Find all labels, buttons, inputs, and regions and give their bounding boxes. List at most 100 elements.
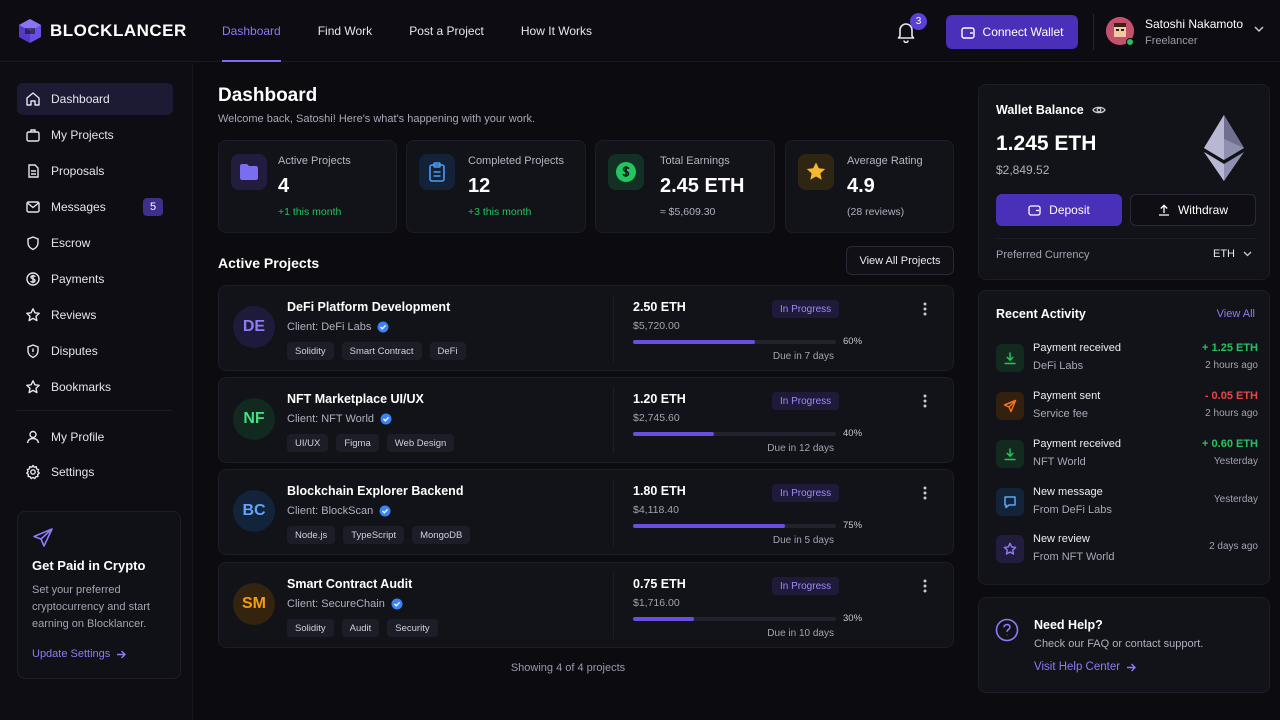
project-due: Due in 5 days <box>772 535 834 546</box>
update-settings-link[interactable]: Update Settings <box>32 648 127 660</box>
recent-activity-title: Recent Activity <box>996 307 1086 321</box>
client-name: Client: BlockScan <box>287 505 374 517</box>
connect-wallet-button[interactable]: Connect Wallet <box>946 15 1078 49</box>
activity-title: New message <box>1033 486 1103 498</box>
stat-value: 2.45 ETH <box>660 175 745 197</box>
help-title: Need Help? <box>1034 618 1103 632</box>
activity-item[interactable]: Payment received DeFi Labs + 1.25 ETH 2 … <box>996 340 1258 380</box>
sidebar-item-escrow[interactable]: Escrow <box>17 227 173 259</box>
sidebar-item-my-projects[interactable]: My Projects <box>17 119 173 151</box>
online-status-dot <box>1126 38 1134 46</box>
active-projects-title: Active Projects <box>218 255 320 271</box>
project-amount: 0.75 ETH <box>633 577 686 591</box>
activity-item[interactable]: New review From NFT World 2 days ago <box>996 531 1258 571</box>
project-client: Client: NFT World <box>287 413 392 425</box>
sidebar-item-label: Dashboard <box>51 92 110 106</box>
need-help-card: Need Help? Check our FAQ or contact supp… <box>978 597 1270 693</box>
more-vertical-icon <box>923 302 927 316</box>
promo-text: Set your preferred cryptocurrency and st… <box>32 584 150 630</box>
progress-bar <box>633 524 836 528</box>
nav-post-project[interactable]: Post a Project <box>409 24 484 38</box>
preferred-currency-select[interactable]: ETH <box>1213 248 1252 260</box>
nav-find-work[interactable]: Find Work <box>317 24 373 38</box>
progress-percent: 75% <box>843 520 863 531</box>
project-usd: $2,745.60 <box>633 412 680 424</box>
activity-item[interactable]: Payment sent Service fee - 0.05 ETH 2 ho… <box>996 388 1258 428</box>
project-card[interactable]: BC Blockchain Explorer Backend Client: B… <box>218 469 954 555</box>
notifications-button[interactable] <box>896 21 916 43</box>
sidebar-item-payments[interactable]: Payments <box>17 263 173 295</box>
message-icon <box>25 199 41 215</box>
download-icon <box>996 440 1024 468</box>
nav-how-it-works[interactable]: How It Works <box>520 24 593 38</box>
project-card[interactable]: DE DeFi Platform Development Client: DeF… <box>218 285 954 371</box>
wallet-title-label: Wallet Balance <box>996 103 1084 117</box>
logo[interactable]: BLOCKLANCER <box>18 18 187 44</box>
withdraw-button[interactable]: Withdraw <box>1130 194 1256 226</box>
project-menu-button[interactable] <box>923 486 927 500</box>
project-tag: Smart Contract <box>341 342 422 360</box>
project-tags: UI/UX Figma Web Design <box>287 434 455 452</box>
activity-title: New review <box>1033 533 1090 545</box>
activity-time: 2 hours ago <box>1205 408 1258 419</box>
sidebar-item-messages[interactable]: Messages 5 <box>17 191 173 223</box>
project-menu-button[interactable] <box>923 394 927 408</box>
project-title: NFT Marketplace UI/UX <box>287 392 424 406</box>
activity-subtitle: From DeFi Labs <box>1033 504 1112 516</box>
user-name: Satoshi Nakamoto <box>1145 17 1244 31</box>
client-name: Client: NFT World <box>287 413 375 425</box>
activity-subtitle: From NFT World <box>1033 551 1115 563</box>
document-icon <box>25 163 41 179</box>
user-menu-toggle[interactable] <box>1254 26 1264 33</box>
bell-icon <box>896 21 916 43</box>
status-badge: In Progress <box>772 577 840 595</box>
sidebar-item-label: Disputes <box>51 344 98 358</box>
progress-percent: 40% <box>843 428 863 439</box>
stat-note: +3 this month <box>468 206 532 218</box>
project-card[interactable]: SM Smart Contract Audit Client: SecureCh… <box>218 562 954 648</box>
project-tag: Figma <box>336 434 379 452</box>
stat-label: Total Earnings <box>660 155 730 167</box>
activity-item[interactable]: Payment received NFT World + 0.60 ETH Ye… <box>996 436 1258 476</box>
dollar-icon <box>608 154 644 190</box>
nav-dashboard[interactable]: Dashboard <box>222 0 281 62</box>
project-menu-button[interactable] <box>923 579 927 593</box>
project-usd: $1,716.00 <box>633 597 680 609</box>
project-tag: MongoDB <box>412 526 471 544</box>
activity-title: Payment received <box>1033 342 1122 354</box>
stat-value: 4 <box>278 175 290 197</box>
sidebar-item-label: Escrow <box>51 236 91 250</box>
deposit-button[interactable]: Deposit <box>996 194 1122 226</box>
sidebar-item-settings[interactable]: Settings <box>17 456 173 488</box>
user-role: Freelancer <box>1145 35 1198 47</box>
star-icon <box>25 307 41 323</box>
sidebar-item-proposals[interactable]: Proposals <box>17 155 173 187</box>
view-all-projects-button[interactable]: View All Projects <box>846 246 954 275</box>
activity-time: Yesterday <box>1213 456 1258 467</box>
dollar-icon <box>25 271 41 287</box>
sidebar-item-reviews[interactable]: Reviews <box>17 299 173 331</box>
sidebar-item-my-profile[interactable]: My Profile <box>17 421 173 453</box>
stat-value: 12 <box>468 175 491 197</box>
download-icon <box>996 344 1024 372</box>
project-title: Smart Contract Audit <box>287 577 413 591</box>
project-due: Due in 10 days <box>767 628 834 639</box>
sidebar-item-label: Reviews <box>51 308 97 322</box>
visit-help-center-link[interactable]: Visit Help Center <box>1034 661 1137 673</box>
project-menu-button[interactable] <box>923 302 927 316</box>
wallet-balance-card: Wallet Balance 1.245 ETH $2,849.52 Depos… <box>978 84 1270 280</box>
help-link-label: Visit Help Center <box>1034 661 1121 673</box>
sidebar-item-dashboard[interactable]: Dashboard <box>17 83 173 115</box>
activity-item[interactable]: New message From DeFi Labs Yesterday <box>996 484 1258 524</box>
project-usd: $4,118.40 <box>633 504 679 516</box>
sidebar-item-label: My Projects <box>51 128 114 142</box>
project-avatar: SM <box>233 583 275 625</box>
wallet-icon <box>1028 204 1041 216</box>
sidebar-item-label: My Profile <box>51 430 105 444</box>
project-card[interactable]: NF NFT Marketplace UI/UX Client: NFT Wor… <box>218 377 954 463</box>
sidebar-item-disputes[interactable]: Disputes <box>17 335 173 367</box>
sidebar-item-bookmarks[interactable]: Bookmarks <box>17 371 173 403</box>
wallet-divider <box>996 238 1256 239</box>
eye-icon[interactable] <box>1092 105 1106 115</box>
activity-view-all-link[interactable]: View All <box>1216 308 1255 320</box>
